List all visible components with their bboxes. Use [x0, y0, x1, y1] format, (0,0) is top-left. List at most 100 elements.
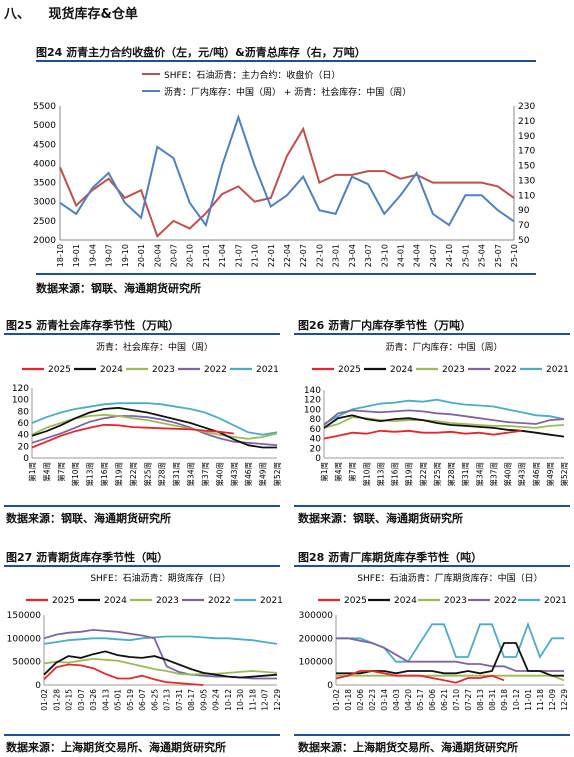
y-tick: 20: [18, 442, 30, 452]
x-tick: 第40周: [503, 462, 513, 487]
y-tick-right: 190: [518, 132, 535, 142]
x-tick: 第43周: [229, 462, 239, 487]
x-tick: 02-23: [368, 689, 377, 711]
legend-label-2025: 2025: [48, 365, 71, 375]
fig24-title: 图24 沥青主力合约收盘价（左，元/吨）&沥青总库存（右，万吨）: [36, 46, 366, 59]
x-tick: 05-01: [114, 689, 123, 711]
series-line-2024: [31, 406, 277, 449]
x-tick: 06-06: [428, 689, 437, 711]
legend-label-2022: 2022: [494, 596, 517, 606]
x-tick: 04-20: [404, 689, 413, 711]
series-line-2023: [336, 674, 565, 682]
x-tick: 第31周: [460, 462, 470, 487]
x-tick: 第4周: [333, 462, 343, 482]
y-tick: 150000: [7, 611, 42, 621]
legend-label-2024: 2024: [390, 365, 413, 375]
x-tick: 第19周: [404, 462, 414, 487]
fig27-rule-bottom: [4, 734, 280, 736]
series-line-2025: [335, 670, 505, 684]
x-tick: 第7周: [56, 462, 66, 482]
x-tick: 19-07: [105, 244, 114, 267]
legend-label-2024: 2024: [100, 365, 123, 375]
series-line-2025: [31, 423, 234, 449]
x-tick: 20-07: [170, 244, 179, 267]
x-tick: 25-04: [478, 244, 487, 267]
series-line-2025: [43, 663, 204, 686]
x-tick: 23-07: [364, 244, 373, 267]
x-tick: 25-07: [494, 244, 503, 267]
fig26-source: 数据来源：钢联、海通期货研究所: [298, 512, 463, 525]
x-tick: 第22周: [418, 462, 428, 487]
x-tick: 01-02: [40, 689, 49, 711]
x-tick: 01-28: [52, 689, 61, 711]
x-tick: 03-14: [380, 689, 389, 711]
x-tick: 24-04: [413, 244, 422, 267]
fig24-chart: SHFE：石油沥青：主力合约：收盘价（日） 沥青：厂内库存：中国（周） + 沥青：…: [33, 69, 535, 267]
x-tick: 24-10: [445, 244, 454, 267]
x-tick: 04-13: [101, 689, 110, 711]
x-tick: 25-01: [461, 244, 470, 267]
x-tick: 03-26: [89, 689, 98, 711]
y-tick-left: 2500: [33, 217, 56, 227]
series-line-2022: [31, 415, 278, 447]
fig25-rule-bottom: [4, 505, 280, 507]
series-line-2025: [323, 429, 522, 440]
x-tick: 09-24: [212, 689, 221, 711]
x-tick: 第46周: [243, 462, 253, 487]
x-tick: 19-04: [88, 244, 97, 267]
legend-label-2023: 2023: [152, 365, 175, 375]
fig25-source: 数据来源：钢联、海通期货研究所: [6, 512, 171, 525]
x-tick: 01-18: [344, 689, 353, 711]
legend-label-0: SHFE：石油沥青：主力合约：收盘价（日）: [164, 69, 340, 81]
x-tick: 第52周: [272, 462, 282, 487]
series-line-price: [59, 126, 515, 238]
legend-label-2023: 2023: [156, 596, 179, 606]
y-tick-right: 230: [518, 102, 535, 112]
series-line-2022: [323, 409, 565, 426]
legend-label-2023: 2023: [442, 365, 465, 375]
y-tick: 100: [304, 405, 321, 415]
y-tick: 0: [35, 681, 41, 691]
x-tick: 12-29: [560, 689, 569, 711]
fig28-source: 数据来源：上海期货交易所、海通期货研究所: [298, 741, 518, 754]
y-tick: 60: [310, 425, 322, 435]
chart-title: SHFE：石油沥青：厂库期货库存：中国（日）: [357, 572, 542, 584]
x-tick: 03-07: [77, 689, 86, 711]
y-tick: 120: [12, 384, 29, 394]
x-tick: 第52周: [559, 462, 569, 487]
x-tick: 第4周: [41, 462, 51, 482]
fig27-chart: SHFE：石油沥青：期货库存（日） 2025 2024 2023 2022 2021 0 50…: [7, 572, 283, 711]
x-tick: 第37周: [200, 462, 210, 487]
y-tick: 50000: [12, 658, 41, 668]
x-tick: 第40周: [214, 462, 224, 487]
series-line-2021: [43, 635, 278, 645]
y-tick-left: 3500: [33, 179, 56, 189]
x-tick: 08-13: [476, 689, 485, 711]
y-tick-left: 4500: [33, 140, 56, 150]
x-tick: 06-25: [150, 689, 159, 711]
x-tick: 21-01: [202, 244, 211, 267]
x-tick: 第28周: [157, 462, 167, 487]
y-tick: 100000: [7, 634, 42, 644]
y-tick: 100: [12, 396, 29, 406]
x-tick: 11-18: [536, 689, 545, 711]
x-tick: 第34周: [186, 462, 196, 487]
x-tick: 05-17: [416, 689, 425, 711]
fig26-chart: 沥青：厂内库存：中国（周） 2025 2024 2023 2022 2021 0204060…: [304, 341, 569, 487]
x-tick: 第13周: [85, 462, 95, 487]
y-tick: 60: [18, 419, 30, 429]
legend-label-2022: 2022: [494, 365, 517, 375]
y-tick: 100000: [299, 658, 334, 668]
x-tick: 19-10: [121, 244, 130, 267]
x-tick: 第28周: [446, 462, 456, 487]
x-tick: 08-31: [488, 689, 497, 711]
y-tick: 120: [304, 396, 321, 406]
y-tick-left: 5500: [33, 102, 56, 112]
y-tick: 80: [18, 407, 30, 417]
legend-label-2022: 2022: [204, 365, 227, 375]
legend-label-2021: 2021: [546, 365, 569, 375]
legend-label-2022: 2022: [208, 596, 231, 606]
x-tick: 01-02: [332, 689, 341, 711]
x-tick: 19-01: [72, 244, 81, 267]
